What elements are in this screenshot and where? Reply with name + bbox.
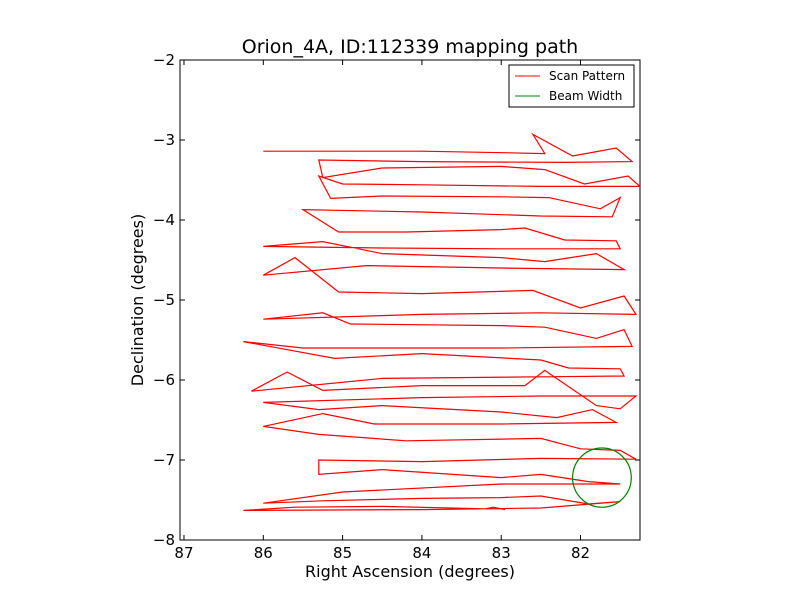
legend-box [508, 64, 635, 108]
x-tick-label: 83 [492, 544, 511, 562]
series-beam-width [571, 447, 632, 508]
y-tick-label: −7 [153, 451, 175, 469]
x-tick-label: 85 [333, 544, 352, 562]
y-tick-label: −5 [153, 291, 175, 309]
legend-label-scan: Scan Pattern [549, 69, 625, 83]
legend-label-beam: Beam Width [549, 89, 622, 103]
plot-area [243, 132, 640, 511]
y-tick-label: −8 [153, 531, 175, 549]
x-tick-label: 84 [412, 544, 431, 562]
y-tick-label: −4 [153, 211, 175, 229]
x-axis-label: Right Ascension (degrees) [305, 562, 515, 581]
y-axis-label: Declination (degrees) [128, 214, 147, 386]
x-tick-label: 86 [254, 544, 273, 562]
y-tick-label: −3 [153, 131, 175, 149]
legend: Scan Pattern Beam Width [508, 64, 635, 108]
y-tick-label: −6 [153, 371, 175, 389]
chart-title: Orion_4A, ID:112339 mapping path [242, 36, 578, 58]
series-scan-pattern [243, 132, 640, 511]
y-tick-label: −2 [153, 51, 175, 69]
ticks: 87 86 85 84 83 82 −2 −3 −4 −5 −6 −7 −8 [153, 51, 640, 562]
x-tick-label: 87 [174, 544, 193, 562]
plot-frame [179, 59, 641, 541]
x-tick-label: 82 [571, 544, 590, 562]
